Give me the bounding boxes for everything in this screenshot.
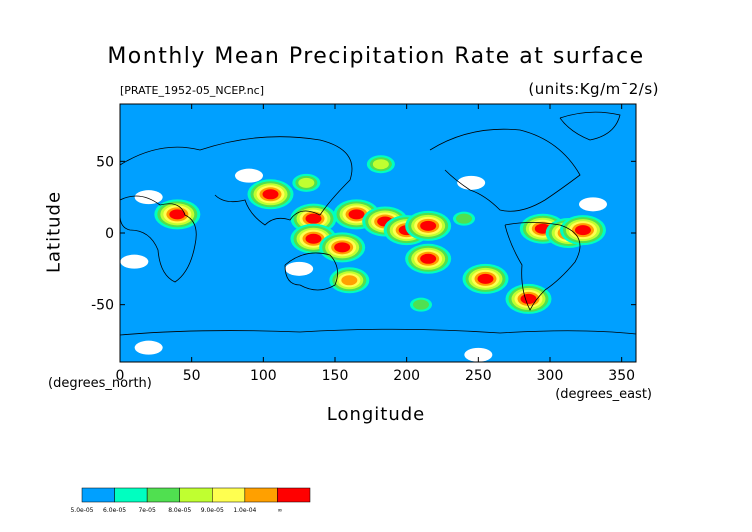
x-tick-label: 50: [183, 368, 201, 384]
precip-region: [329, 267, 370, 294]
contour-level-2: [413, 299, 429, 310]
contour-level-6: [262, 189, 279, 200]
colorbar-label: 1.0e-04: [233, 507, 256, 514]
x-axis-ticks: 0 50 100 150 200 250 300 350: [116, 104, 635, 384]
low-precip-region: [235, 168, 263, 183]
colorbar-swatch: [114, 487, 148, 503]
y-tick-label: 50: [96, 154, 114, 170]
contour-level-3: [372, 159, 389, 170]
precip-region: [292, 173, 321, 192]
colorbar-swatch: [212, 487, 246, 503]
colorbar: 5.0e-05 6.0e-05 7e-05 8.0e-05 9.0e-05 1.0e-04…: [70, 487, 311, 514]
precip-region: [366, 155, 395, 174]
colorbar-swatch: [277, 487, 311, 503]
contour-level-6: [305, 233, 322, 244]
colorbar-swatch: [244, 487, 278, 503]
coastline-antarctica: [120, 328, 636, 336]
chart-title: Monthly Mean Precipitation Rate at surfa…: [107, 44, 645, 69]
colorbar-label: 5.0e-05: [70, 507, 93, 514]
colorbar-label: 8.0e-05: [168, 507, 191, 514]
x-tick-label: 200: [393, 368, 420, 384]
low-precip-region: [285, 261, 314, 276]
coastline-africa: [120, 195, 197, 283]
x-tick-label: 350: [608, 368, 635, 384]
x-tick-label: 150: [322, 368, 349, 384]
low-precip-region: [134, 340, 163, 355]
contour-level-5: [341, 275, 358, 286]
coastline-north-america: [429, 128, 581, 212]
x-axis-label: Longitude: [326, 404, 426, 425]
colorbar-label: ∞: [277, 507, 282, 514]
contour-level-2: [456, 213, 472, 224]
contour-level-6: [334, 242, 351, 253]
colorbar-label: 7e-05: [138, 507, 155, 514]
coastline-greenland: [559, 111, 621, 141]
precip-region: [405, 210, 452, 241]
y-tick-label: -50: [91, 298, 114, 314]
precip-region: [410, 297, 432, 312]
x-tick-label: 0: [116, 368, 125, 384]
precip-region: [319, 232, 366, 263]
contour-level-6: [477, 273, 494, 284]
low-precip-region: [579, 197, 607, 212]
colorbar-label: 9.0e-05: [201, 507, 224, 514]
contour-level-6: [574, 225, 591, 236]
contour-level-3: [298, 177, 315, 188]
contour-level-6: [420, 220, 437, 231]
x-tick-label: 300: [537, 368, 564, 384]
precip-region: [453, 211, 475, 226]
y-axis-ticks: -50 0 50: [91, 154, 636, 314]
contour-level-6: [420, 253, 437, 264]
low-precip-region: [120, 254, 149, 269]
contour-level-6: [169, 209, 186, 220]
contour-level-6: [348, 209, 365, 220]
precip-region: [505, 283, 552, 314]
colorbar-swatch: [81, 487, 115, 503]
precip-region: [154, 199, 201, 230]
units-label: (units:Kg/m¯2/s): [528, 80, 659, 98]
y-tick-label: 0: [105, 226, 114, 242]
coastline-south-america: [504, 222, 581, 311]
coastline-eurasia: [120, 136, 353, 226]
plot-area: [119, 103, 637, 363]
precip-region: [559, 215, 606, 246]
precip-region: [462, 263, 509, 294]
precip-region: [405, 243, 452, 274]
colorbar-label: 6.0e-05: [103, 507, 126, 514]
contour-level-6: [305, 213, 322, 224]
colorbar-swatch: [179, 487, 213, 503]
y-axis-unit-label: (degrees_north): [48, 376, 152, 391]
low-precip-region: [457, 175, 486, 190]
colorbar-swatch: [146, 487, 180, 503]
coastline-australia: [284, 252, 338, 291]
x-axis-unit-label: (degrees_east): [555, 387, 652, 402]
source-file-label: [PRATE_1952-05_NCEP.nc]: [120, 84, 265, 97]
precip-region: [247, 179, 294, 210]
low-precip-region: [464, 347, 493, 362]
x-tick-label: 250: [465, 368, 492, 384]
low-precip-region: [134, 190, 163, 205]
x-tick-label: 100: [250, 368, 277, 384]
